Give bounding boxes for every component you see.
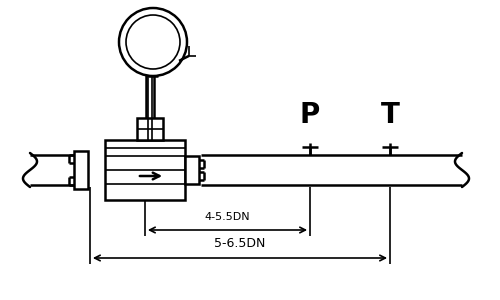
Bar xyxy=(105,140,185,200)
Bar xyxy=(74,151,88,189)
Bar xyxy=(137,118,163,140)
Text: T: T xyxy=(380,101,400,129)
Bar xyxy=(185,156,199,184)
Text: 5-6.5DN: 5-6.5DN xyxy=(214,237,266,250)
Circle shape xyxy=(126,15,180,69)
Circle shape xyxy=(119,8,187,76)
Text: P: P xyxy=(300,101,320,129)
Text: 4-5.5DN: 4-5.5DN xyxy=(204,212,250,222)
